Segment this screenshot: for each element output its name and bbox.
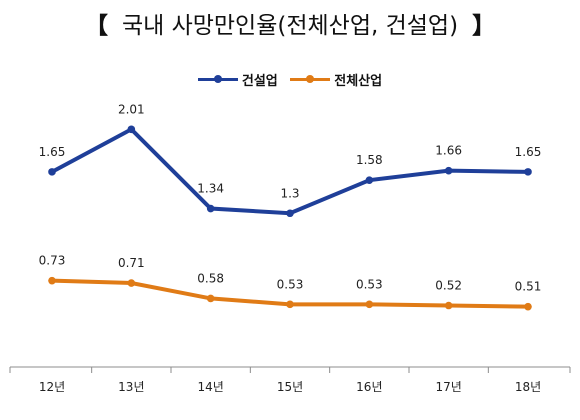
data-label: 0.52 — [435, 279, 462, 293]
title-text: 국내 사망만인율(전체산업, 건설업) — [121, 13, 459, 39]
data-point — [524, 168, 532, 176]
legend-marker-all-industries — [306, 75, 315, 83]
data-label: 0.51 — [515, 280, 542, 294]
data-label: 2.01 — [118, 102, 145, 116]
data-label: 0.58 — [197, 271, 224, 285]
data-label: 1.34 — [197, 182, 224, 196]
data-label: 0.53 — [356, 277, 383, 291]
x-tick-label: 15년 — [277, 380, 303, 394]
data-point — [48, 276, 56, 285]
data-point — [444, 166, 453, 175]
x-tick-label: 12년 — [39, 380, 65, 394]
data-label: 1.3 — [280, 186, 299, 200]
data-point — [365, 300, 374, 309]
legend-label-construction: 건설업 — [241, 74, 278, 89]
x-tick-label: 16년 — [356, 380, 382, 394]
legend-swatch-construction — [197, 75, 238, 83]
data-label: 1.58 — [356, 153, 383, 167]
x-tick-label: 14년 — [198, 380, 224, 394]
data-point — [206, 204, 215, 213]
data-label: 0.71 — [118, 256, 145, 270]
data-label: 1.66 — [435, 144, 462, 158]
legend-swatch-all-industries — [290, 75, 331, 83]
series-line-0 — [50, 126, 530, 216]
chart-title: 【 국내 사망만인율(전체산업, 건설업) 】 — [0, 6, 580, 40]
legend-item-all-industries: 전체산업 — [290, 70, 382, 89]
data-point — [127, 279, 136, 287]
data-point — [48, 168, 56, 176]
legend-item-construction: 건설업 — [197, 70, 278, 89]
data-point — [286, 209, 294, 218]
x-tick-label: 17년 — [436, 380, 462, 394]
data-label: 1.65 — [515, 145, 542, 159]
x-tick-label: 18년 — [515, 380, 541, 394]
x-tick-label: 13년 — [118, 380, 144, 394]
data-label: 1.65 — [39, 145, 66, 159]
data-point — [286, 300, 294, 309]
data-point — [127, 125, 136, 134]
title-bracket-left: 【 — [84, 13, 108, 39]
data-label: 0.73 — [39, 254, 66, 268]
legend-marker-construction — [213, 75, 222, 83]
data-point — [206, 294, 215, 303]
data-point — [365, 176, 374, 184]
data-point — [444, 301, 453, 310]
legend-label-all-industries: 전체산업 — [334, 74, 383, 89]
data-point — [524, 302, 532, 311]
chart-legend: 건설업 전체산업 — [0, 70, 580, 89]
data-label: 0.53 — [277, 277, 304, 291]
title-bracket-right: 】 — [472, 13, 496, 39]
